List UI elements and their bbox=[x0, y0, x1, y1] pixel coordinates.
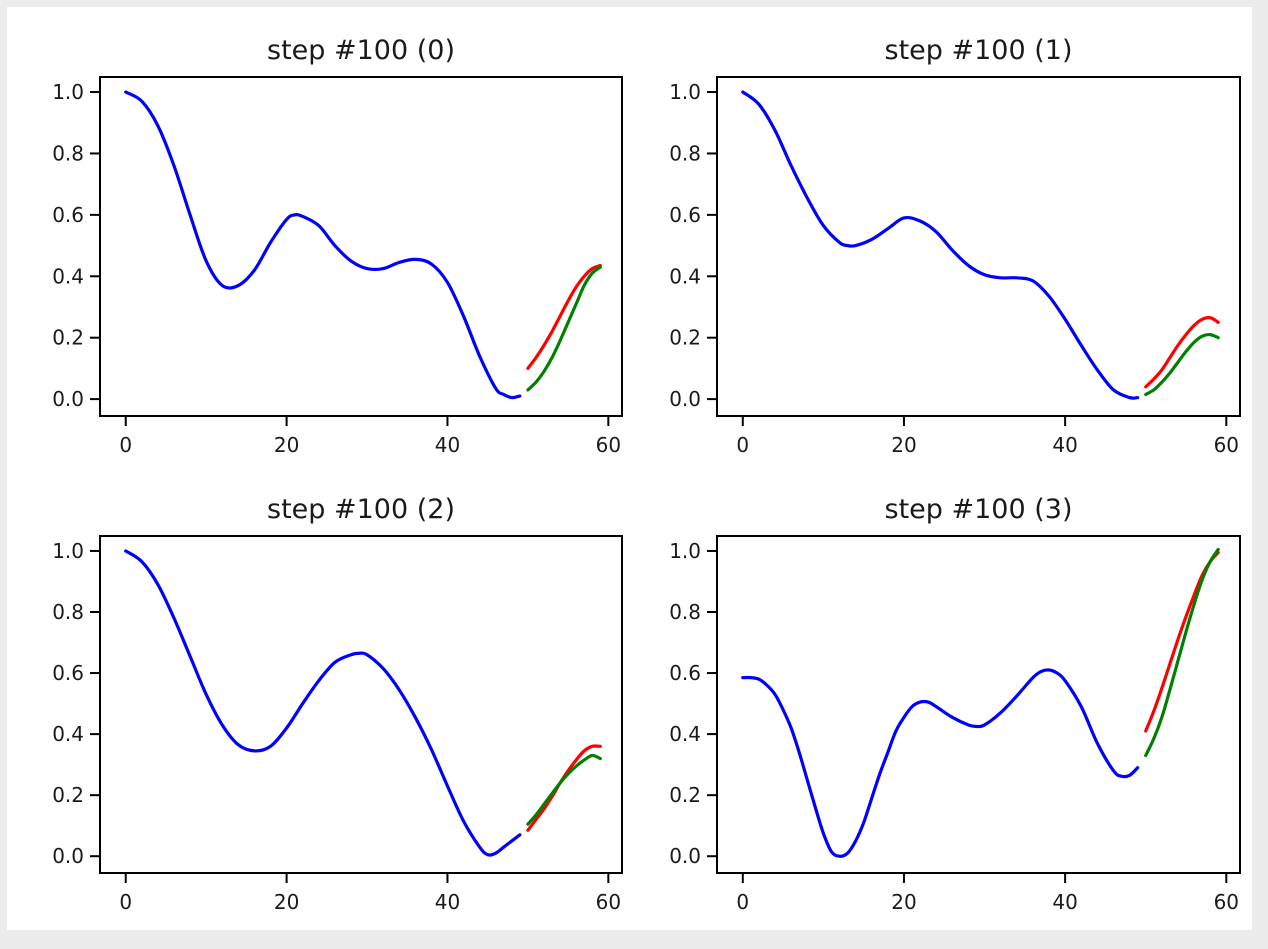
series-blue-path bbox=[124, 90, 522, 400]
subplot-2: step #100 (2) 0 20 40 60 0.0 0.2 0.4 0.6 0.8 1.0 bbox=[7, 478, 641, 949]
x-tick-label: 20 bbox=[274, 433, 299, 457]
series-blue-path bbox=[741, 90, 1140, 400]
subplot-0-canvas: 0 20 40 60 0.0 0.2 0.4 0.6 0.8 1.0 bbox=[52, 76, 623, 457]
y-tick-label: 1.0 bbox=[669, 539, 701, 563]
x-tick-label: 60 bbox=[1214, 433, 1239, 457]
y-tick-label: 0.2 bbox=[52, 326, 84, 350]
y-tick-label: 0.8 bbox=[669, 141, 701, 165]
y-tick-label: 1.0 bbox=[669, 80, 701, 104]
axes-frame bbox=[99, 535, 623, 874]
series-red-path bbox=[526, 744, 602, 832]
series-blue-path bbox=[741, 668, 1140, 858]
x-tick-label: 40 bbox=[435, 433, 460, 457]
x-tick-label: 20 bbox=[891, 433, 916, 457]
series-green-path bbox=[1144, 547, 1220, 758]
series-green-path bbox=[1144, 332, 1220, 397]
subplot-1: step #100 (1) 0 20 40 60 0.0 0.2 0.4 0.6 0.8 1.0 bbox=[641, 7, 1268, 478]
x-tick-label: 20 bbox=[274, 890, 299, 914]
y-tick-label: 0.4 bbox=[52, 264, 84, 288]
y-tick-label: 0.6 bbox=[669, 203, 701, 227]
series-green-path bbox=[526, 265, 602, 392]
x-tick-label: 0 bbox=[736, 890, 749, 914]
subplot-3: step #100 (3) 0 20 40 60 0.0 0.2 0.4 0.6 0.8 1.0 bbox=[641, 478, 1268, 949]
y-tick-label: 0.8 bbox=[669, 600, 701, 624]
x-tick-label: 60 bbox=[1214, 890, 1239, 914]
y-tick-label: 0.0 bbox=[52, 844, 84, 868]
y-tick-label: 1.0 bbox=[52, 80, 84, 104]
subplot-3-title: step #100 (3) bbox=[884, 494, 1073, 525]
x-tick-label: 60 bbox=[596, 433, 621, 457]
x-tick-label: 20 bbox=[891, 890, 916, 914]
y-tick-label: 0.8 bbox=[52, 141, 84, 165]
y-tick-label: 0.8 bbox=[52, 600, 84, 624]
axes-frame bbox=[716, 76, 1241, 417]
series-red-path bbox=[1144, 315, 1220, 389]
y-tick-label: 0.6 bbox=[669, 661, 701, 685]
y-tick-label: 0.6 bbox=[52, 203, 84, 227]
x-tick-label: 40 bbox=[1052, 433, 1077, 457]
subplot-2-title: step #100 (2) bbox=[267, 494, 455, 525]
series-green-path bbox=[526, 753, 602, 826]
y-tick-label: 1.0 bbox=[52, 539, 84, 563]
y-tick-label: 0.0 bbox=[669, 844, 701, 868]
y-tick-label: 0.4 bbox=[669, 264, 701, 288]
subplot-1-title: step #100 (1) bbox=[884, 35, 1073, 66]
y-tick-label: 0.2 bbox=[52, 783, 84, 807]
x-tick-label: 40 bbox=[435, 890, 460, 914]
axes-frame bbox=[716, 535, 1241, 874]
subplot-0: step #100 (0) 0 20 40 60 0.0 0.2 0.4 0.6 0.8 1.0 bbox=[7, 7, 641, 478]
x-tick-label: 40 bbox=[1052, 890, 1077, 914]
y-tick-label: 0.0 bbox=[669, 387, 701, 411]
y-tick-label: 0.4 bbox=[52, 722, 84, 746]
x-tick-label: 60 bbox=[596, 890, 621, 914]
axes-frame bbox=[99, 76, 623, 417]
x-tick-label: 0 bbox=[119, 890, 132, 914]
x-tick-label: 0 bbox=[736, 433, 749, 457]
y-tick-label: 0.6 bbox=[52, 661, 84, 685]
y-tick-label: 0.4 bbox=[669, 722, 701, 746]
subplot-3-canvas: 0 20 40 60 0.0 0.2 0.4 0.6 0.8 1.0 bbox=[669, 535, 1241, 914]
series-blue-path bbox=[124, 549, 522, 857]
subplot-0-title: step #100 (0) bbox=[267, 35, 455, 66]
subplot-1-canvas: 0 20 40 60 0.0 0.2 0.4 0.6 0.8 1.0 bbox=[669, 76, 1241, 457]
y-tick-label: 0.2 bbox=[669, 783, 701, 807]
matplotlib-figure: step #100 (0) 0 20 40 60 0.0 0.2 0.4 0.6 0.8 1.0 … bbox=[7, 7, 1252, 930]
x-tick-label: 0 bbox=[119, 433, 132, 457]
subplot-2-canvas: 0 20 40 60 0.0 0.2 0.4 0.6 0.8 1.0 bbox=[52, 535, 623, 914]
y-tick-label: 0.0 bbox=[52, 387, 84, 411]
series-red-path bbox=[526, 263, 602, 371]
y-tick-label: 0.2 bbox=[669, 326, 701, 350]
